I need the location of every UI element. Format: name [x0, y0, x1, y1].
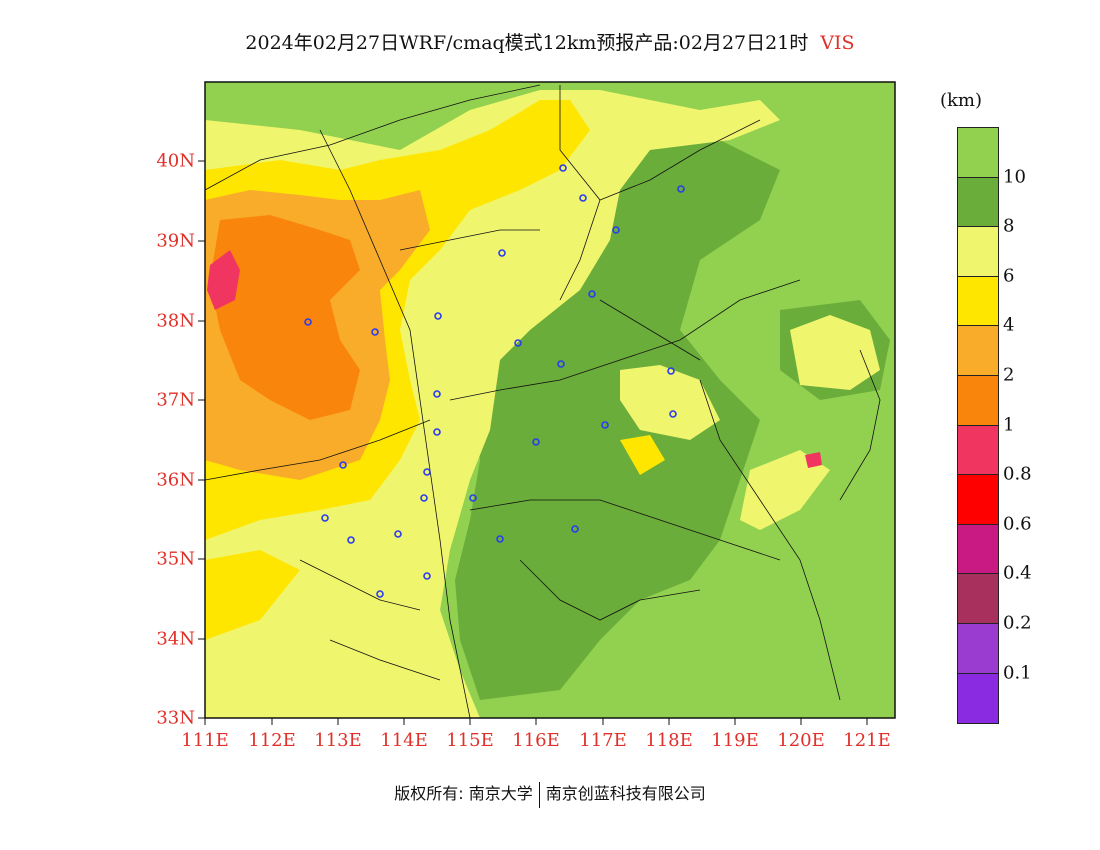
legend-swatch [958, 128, 998, 178]
lat-label-35n: 35N [156, 548, 195, 570]
lat-label-34n: 34N [156, 628, 195, 650]
legend-label: 0.8 [1003, 463, 1032, 485]
lon-label-118e: 118E [645, 730, 693, 751]
footer-left: 版权所有: 南京大学 [394, 784, 533, 803]
city-marker [514, 339, 522, 347]
legend-unit: (km) [940, 90, 983, 111]
legend-swatch [958, 574, 998, 624]
lon-label-111e: 111E [181, 730, 229, 751]
title-text: 2024年02月27日WRF/cmaq模式12km预报产品:02月27日21时 [245, 32, 809, 54]
field-6-8km-b [620, 365, 720, 440]
city-marker [371, 328, 379, 336]
field-8-10km [455, 140, 780, 700]
legend-label: 0.1 [1003, 662, 1032, 684]
city-marker [677, 185, 685, 193]
city-marker [612, 226, 620, 234]
legend-swatch [958, 276, 998, 327]
city-markers [304, 164, 685, 598]
field-0.8-1km-b [805, 452, 822, 468]
footer-right: 南京创蓝科技有限公司 [545, 784, 706, 803]
city-marker [376, 590, 384, 598]
city-marker [557, 360, 565, 368]
legend-label: 0.2 [1003, 612, 1032, 634]
legend-swatch [958, 177, 998, 228]
city-marker [321, 514, 329, 522]
footer-separator [538, 781, 540, 808]
lon-label-119e: 119E [711, 730, 759, 751]
city-marker [588, 290, 596, 298]
city-marker [433, 390, 441, 398]
lon-label-114e: 114E [380, 730, 428, 751]
legend-swatch [958, 524, 998, 575]
visibility-field [205, 82, 895, 718]
title-variable: VIS [820, 32, 855, 54]
field-6-8km-c [790, 315, 880, 390]
lat-label-40n: 40N [156, 150, 195, 172]
lon-label-120e: 120E [777, 730, 825, 751]
city-marker [423, 468, 431, 476]
legend-swatch [958, 475, 998, 525]
city-marker [498, 249, 506, 257]
legend-swatch [958, 673, 998, 724]
legend-swatch [958, 375, 998, 426]
field-4-6km-b [205, 550, 300, 640]
field-1-2km [210, 215, 360, 420]
field-0.8-1km [207, 250, 240, 310]
city-marker [667, 367, 675, 375]
city-marker [532, 438, 540, 446]
city-marker [434, 312, 442, 320]
legend-label: 1 [1003, 414, 1015, 436]
city-marker [601, 421, 609, 429]
legend-swatch [958, 326, 998, 376]
legend-label: 0.4 [1003, 562, 1032, 584]
copyright-footer: 版权所有: 南京大学 南京创蓝科技有限公司 [0, 780, 1100, 808]
lon-label-121e: 121E [843, 730, 891, 751]
province-boundaries [205, 84, 881, 718]
city-marker [423, 572, 431, 580]
city-marker [339, 461, 347, 469]
city-marker [469, 494, 477, 502]
lon-label-113e: 113E [314, 730, 362, 751]
city-marker [559, 164, 567, 172]
axis-ticks [198, 160, 868, 725]
lat-label-36n: 36N [156, 469, 195, 491]
legend-label: 2 [1003, 364, 1015, 386]
field-4-6km-c [620, 435, 665, 475]
lat-label-37n: 37N [156, 389, 195, 411]
city-marker [420, 494, 428, 502]
lat-label-38n: 38N [156, 310, 195, 332]
lon-label-112e: 112E [248, 730, 296, 751]
lon-label-115e: 115E [446, 730, 494, 751]
lon-label-116e: 116E [512, 730, 560, 751]
city-marker [304, 318, 312, 326]
legend-label: 4 [1003, 314, 1015, 336]
map-title: 2024年02月27日WRF/cmaq模式12km预报产品:02月27日21时 V… [0, 28, 1100, 55]
legend-label: 8 [1003, 215, 1015, 237]
field-6-8km-d [740, 450, 830, 530]
city-marker [571, 525, 579, 533]
legend-label: 10 [1003, 166, 1026, 188]
legend-swatch [958, 623, 998, 674]
legend-label: 6 [1003, 265, 1015, 287]
city-marker [347, 536, 355, 544]
legend-label: 0.6 [1003, 513, 1032, 535]
color-legend [957, 127, 999, 725]
city-marker [433, 428, 441, 436]
city-marker [669, 410, 677, 418]
city-marker [496, 535, 504, 543]
city-marker [394, 530, 402, 538]
city-marker [579, 194, 587, 202]
legend-swatch [958, 227, 998, 277]
legend-swatch [958, 425, 998, 476]
lon-label-117e: 117E [579, 730, 627, 751]
lat-label-33n: 33N [156, 707, 195, 729]
lat-label-39n: 39N [156, 230, 195, 252]
